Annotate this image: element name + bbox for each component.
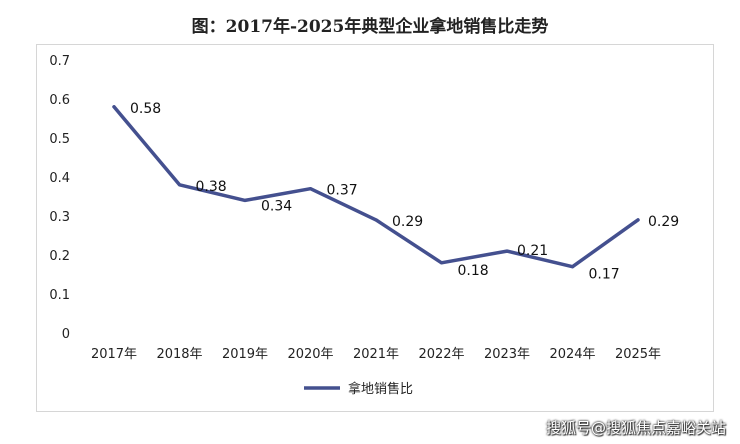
x-tick-label: 2023年: [484, 347, 530, 362]
legend: 拿地销售比: [304, 381, 413, 397]
data-label: 0.58: [130, 101, 161, 117]
series-line: [112, 105, 640, 269]
data-label: 0.34: [261, 198, 292, 214]
data-point: [571, 265, 574, 269]
chart-frame: [36, 44, 714, 412]
data-label: 0.38: [196, 179, 227, 195]
data-label: 0.29: [392, 214, 423, 230]
y-tick-label: 0.4: [49, 171, 70, 186]
data-labels: 0.58 0.38 0.34 0.37 0.29 0.18 0.21 0.17 0.29: [130, 101, 679, 283]
x-tick-label: 2019年: [222, 347, 268, 362]
y-tick-label: 0.5: [49, 132, 70, 147]
x-tick-label: 2017年: [91, 347, 137, 362]
y-tick-label: 0.3: [49, 210, 70, 225]
data-label: 0.37: [327, 183, 358, 199]
data-point: [243, 198, 247, 202]
data-point: [178, 183, 181, 187]
data-label: 0.21: [517, 243, 548, 259]
x-tick-label: 2022年: [418, 347, 464, 362]
data-point: [112, 105, 116, 109]
x-tick-label: 2025年: [615, 347, 661, 362]
watermark: 搜狐号@搜狐焦点嘉峪关站: [545, 419, 726, 437]
data-label: 0.17: [589, 267, 620, 283]
x-tick-label: 2024年: [549, 347, 595, 362]
x-tick-label: 2021年: [353, 347, 399, 362]
y-tick-label: 0.2: [49, 249, 70, 264]
data-point: [309, 187, 312, 191]
x-axis-ticks: 2017年 2018年 2019年 2020年 2021年 2022年 2023年 2024年…: [91, 347, 661, 362]
data-point: [374, 218, 378, 222]
y-tick-label: 0.1: [49, 288, 70, 303]
y-tick-label: 0.6: [49, 93, 70, 108]
data-label: 0.29: [648, 214, 679, 230]
data-point: [505, 249, 509, 253]
x-tick-label: 2018年: [156, 347, 202, 362]
x-tick-label: 2020年: [287, 347, 333, 362]
data-point: [636, 218, 640, 222]
y-axis-ticks: 0 0.1 0.2 0.3 0.4 0.5 0.6 0.7: [49, 54, 70, 342]
chart-title: 图：2017年-2025年典型企业拿地销售比走势: [191, 17, 549, 37]
legend-label: 拿地销售比: [348, 381, 413, 397]
y-tick-label: 0.7: [49, 54, 70, 69]
data-point: [440, 261, 443, 265]
y-tick-label: 0: [62, 327, 70, 342]
data-label: 0.18: [458, 263, 489, 279]
series-group: [112, 105, 640, 269]
